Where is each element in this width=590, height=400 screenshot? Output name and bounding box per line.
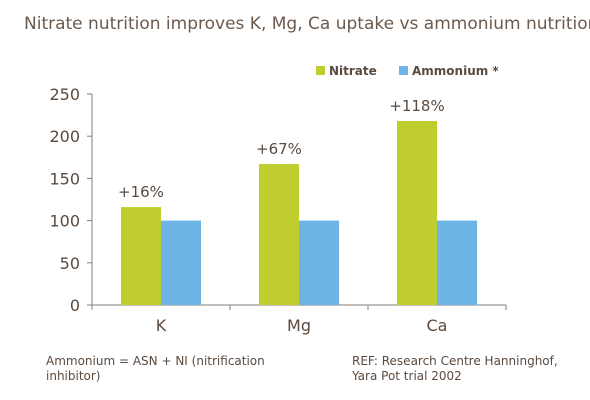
y-tick-label: 250 [49,85,80,104]
legend-swatch [316,66,325,75]
bar-ammonium-k [161,220,201,305]
y-tick-label: 0 [70,296,80,315]
legend-label: Ammonium * [412,64,499,78]
chart-title: Nitrate nutrition improves K, Mg, Ca upt… [24,14,590,34]
data-annotation: +16% [118,183,164,201]
footnote-reference: REF: Research Centre Hanninghof, Yara Po… [352,354,558,383]
bar-nitrate-mg [259,164,299,305]
y-tick-label: 150 [49,169,80,188]
x-tick-label: Mg [287,316,311,335]
bars [121,121,477,306]
y-tick-label: 200 [49,127,80,146]
x-tick-label: Ca [427,316,448,335]
labels: K +16% Mg +67% Ca +118% [118,97,447,335]
bar-ammonium-ca [437,220,477,305]
bar-nitrate-ca [397,121,437,306]
y-tick-label: 100 [49,212,80,231]
legend: Nitrate Ammonium * [316,64,499,78]
bar-nitrate-k [121,207,161,305]
footnote-ammonium: Ammonium = ASN + NI (nitrification inhib… [46,354,265,383]
legend-swatch [399,66,408,75]
x-tick-label: K [156,316,167,335]
data-annotation: +118% [389,97,444,115]
legend-label: Nitrate [329,64,377,78]
data-annotation: +67% [256,140,302,158]
y-tick-label: 50 [60,254,80,273]
bar-ammonium-mg [299,220,339,305]
